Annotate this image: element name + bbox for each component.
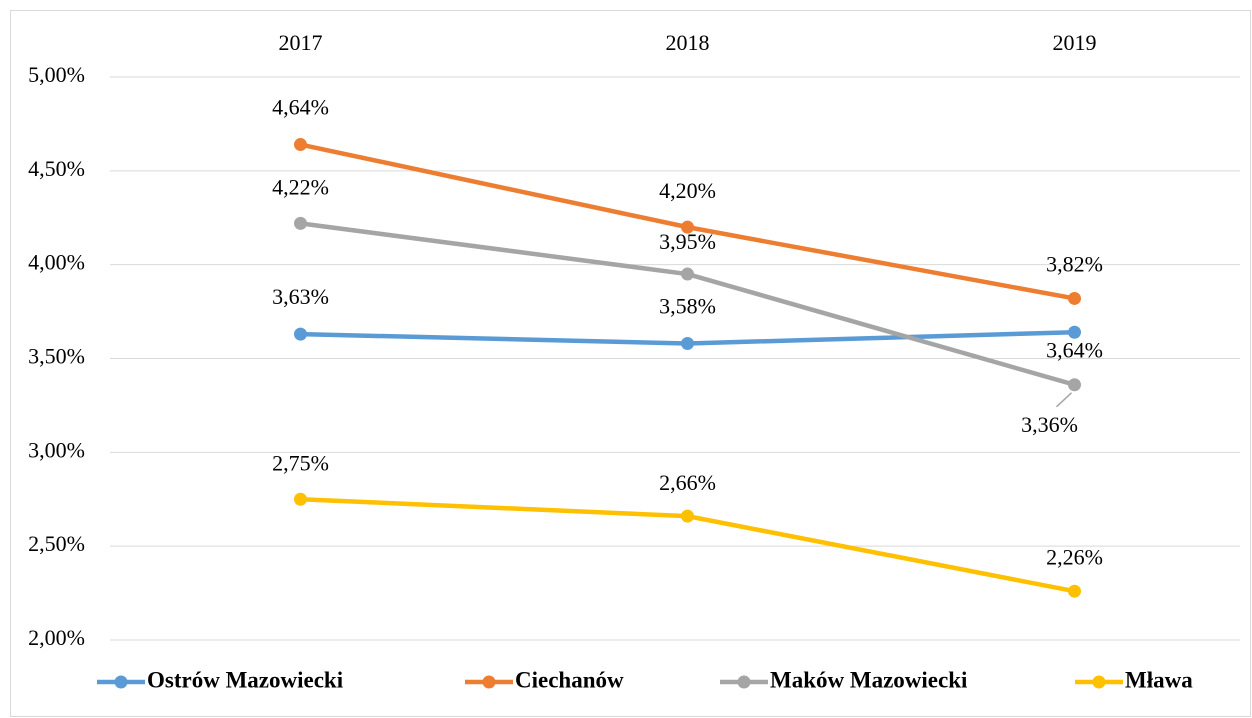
data-label: 3,36% <box>1021 412 1078 437</box>
y-tick-label: 4,50% <box>28 156 85 181</box>
y-tick-label: 4,00% <box>28 250 85 275</box>
data-label: 2,26% <box>1046 544 1103 569</box>
data-point <box>1068 325 1081 339</box>
x-tick-label: 2019 <box>1053 30 1097 55</box>
legend-label: Mława <box>1125 667 1193 692</box>
legend-marker <box>737 675 751 689</box>
data-point <box>681 336 694 350</box>
data-label: 4,20% <box>659 178 716 203</box>
data-label: 3,63% <box>272 284 329 309</box>
data-label: 2,66% <box>659 470 716 495</box>
legend-marker <box>482 675 496 689</box>
data-point <box>681 267 694 281</box>
data-label: 2,75% <box>272 450 329 475</box>
data-point <box>681 509 694 523</box>
data-label: 4,22% <box>272 174 329 199</box>
legend-label: Ciechanów <box>515 667 624 692</box>
data-point <box>294 216 307 230</box>
chart-frame <box>10 10 1251 717</box>
y-tick-label: 3,00% <box>28 437 85 462</box>
x-tick-label: 2017 <box>279 30 323 55</box>
data-point <box>294 492 307 506</box>
data-label: 4,64% <box>272 95 329 120</box>
y-tick-label: 2,50% <box>28 531 85 556</box>
y-tick-label: 5,00% <box>28 62 85 87</box>
data-label: 3,95% <box>659 229 716 254</box>
leader-line <box>1055 392 1073 408</box>
data-point <box>1068 584 1081 598</box>
data-point <box>294 327 307 341</box>
legend-marker <box>114 675 128 689</box>
data-point <box>1068 291 1081 305</box>
data-point <box>1068 378 1081 392</box>
data-point <box>681 220 694 234</box>
data-label: 3,64% <box>1046 337 1103 362</box>
data-point <box>294 138 307 152</box>
y-tick-label: 2,00% <box>28 625 85 650</box>
data-label: 3,58% <box>659 294 716 319</box>
x-tick-label: 2018 <box>666 30 710 55</box>
legend-label: Ostrów Mazowiecki <box>147 667 344 692</box>
legend-label: Maków Mazowiecki <box>770 667 968 692</box>
legend-marker <box>1092 675 1106 689</box>
y-tick-label: 3,50% <box>28 344 85 369</box>
data-label: 3,82% <box>1046 251 1103 276</box>
